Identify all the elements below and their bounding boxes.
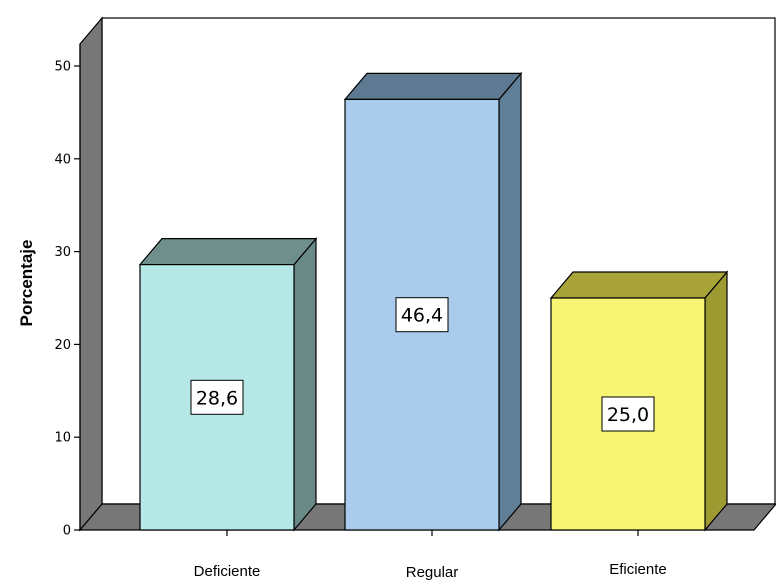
category-label: Regular — [406, 564, 459, 581]
bar-top — [343, 72, 523, 101]
category-label: Deficiente — [194, 563, 261, 580]
y-tick-label: 40 — [54, 152, 71, 167]
bar-top — [138, 237, 318, 266]
bar-side — [704, 270, 728, 532]
y-tick-label: 30 — [54, 245, 71, 260]
bar-side — [498, 71, 522, 532]
left-wall — [79, 16, 103, 532]
bar-top — [549, 271, 729, 299]
y-axis: 0 10 20 30 40 50 — [54, 44, 81, 539]
data-label: 46,4 — [401, 305, 443, 327]
y-tick-label: 20 — [54, 338, 71, 353]
bars: 28,6 46,4 25,0 — [138, 71, 729, 532]
data-label: 25,0 — [607, 404, 649, 426]
category-labels: Deficiente Regular Eficiente — [194, 530, 667, 581]
y-axis-label: Porcentaje — [17, 240, 36, 327]
data-label-box — [395, 297, 449, 333]
y-tick-label: 50 — [54, 60, 71, 75]
bar-side — [293, 236, 317, 532]
data-label-box — [190, 379, 244, 415]
bar-regular: 46,4 — [343, 71, 523, 532]
y-tick-label: 0 — [63, 524, 71, 539]
y-tick-label: 10 — [54, 431, 71, 446]
data-label-box — [601, 396, 655, 432]
data-label: 28,6 — [196, 387, 238, 409]
bar-deficiente: 28,6 — [138, 236, 318, 532]
category-label: Eficiente — [609, 561, 667, 578]
bar-eficiente: 25,0 — [549, 270, 729, 532]
